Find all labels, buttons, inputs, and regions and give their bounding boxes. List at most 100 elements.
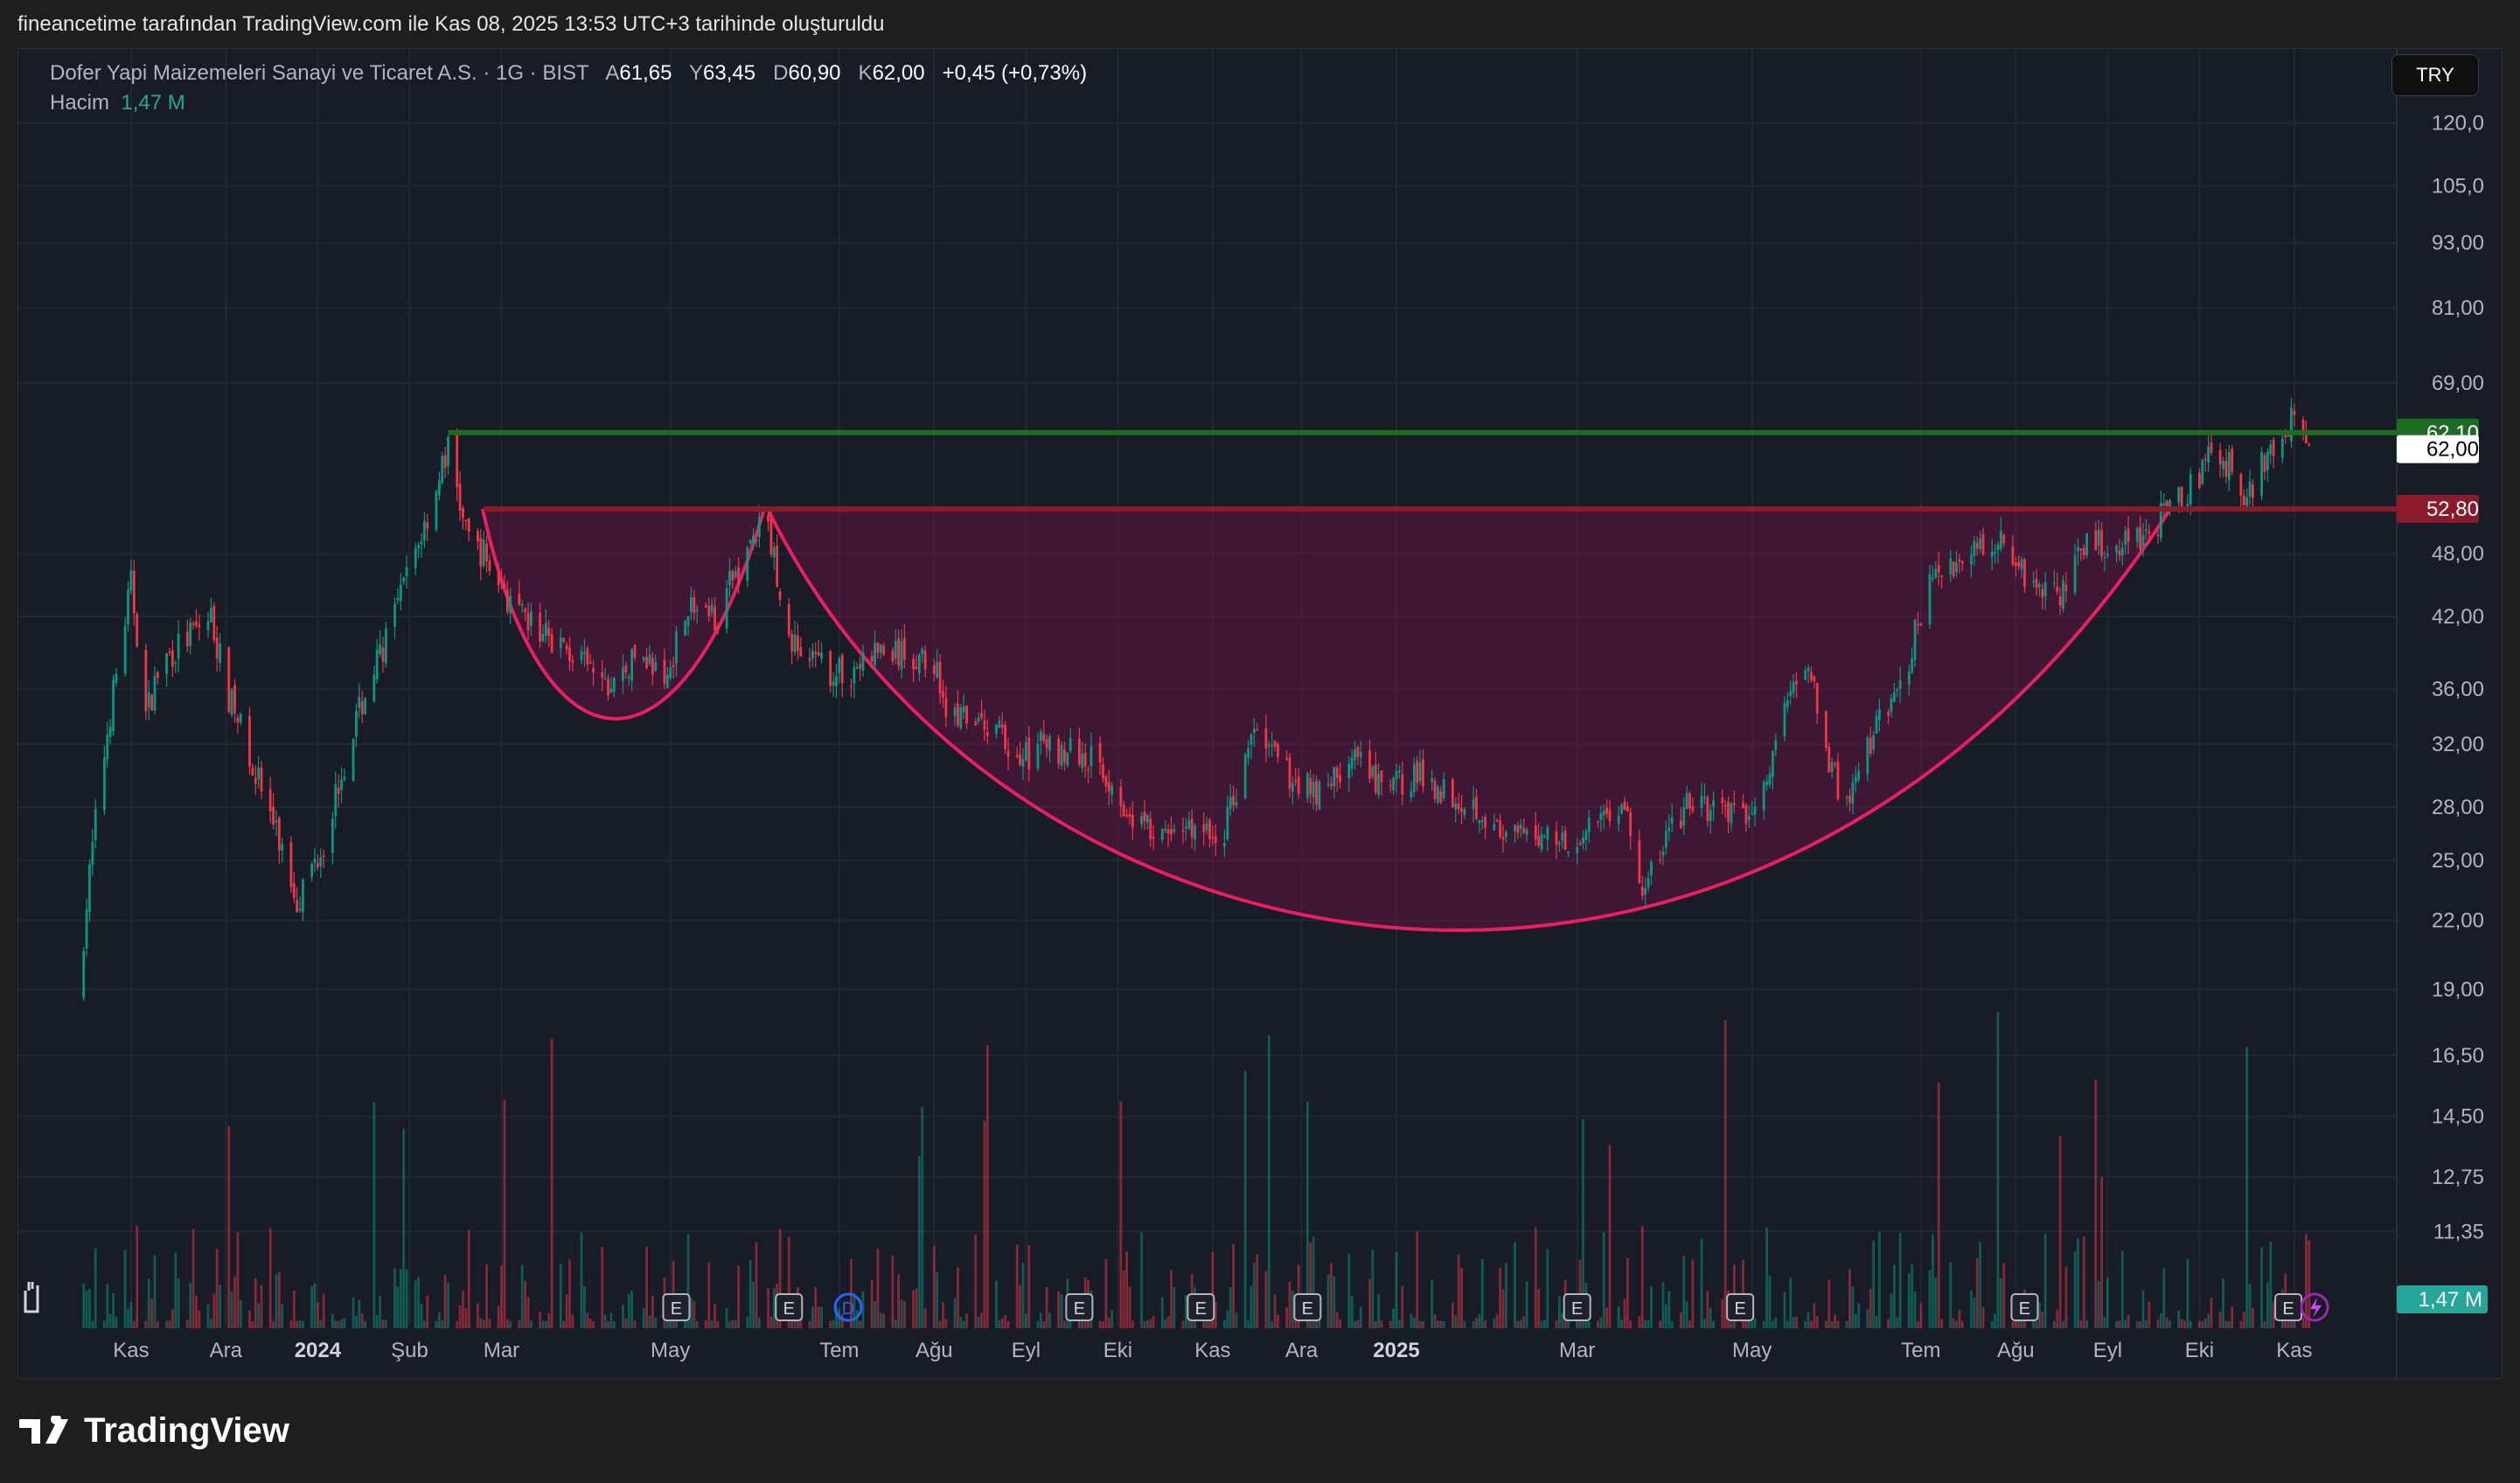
candle-body — [1472, 799, 1475, 809]
candle-body — [627, 676, 630, 679]
candle-body — [212, 606, 216, 640]
volume-bar — [2097, 1280, 2100, 1328]
candle-body — [2222, 460, 2224, 470]
candle-body — [310, 863, 314, 878]
candle-body — [298, 909, 302, 911]
volume-bar — [778, 1229, 782, 1328]
volume-bar — [296, 1320, 299, 1328]
candle-body — [1990, 551, 1994, 557]
volume-bar — [1288, 1281, 1291, 1328]
volume-bar — [399, 1269, 402, 1328]
time-tick-label: 2024 — [295, 1339, 342, 1362]
candle-body — [835, 676, 838, 686]
volume-bar — [627, 1294, 630, 1328]
candle-body — [1703, 797, 1706, 799]
volume-bar — [1000, 1318, 1004, 1328]
candle-body — [2287, 435, 2290, 437]
volume-bar — [147, 1278, 150, 1328]
volume-bar — [2156, 1319, 2160, 1328]
candle-body — [2115, 546, 2118, 553]
candle-body — [1848, 795, 1851, 803]
candle-body — [1723, 804, 1727, 807]
volume-bar — [861, 1291, 865, 1328]
candle-body — [663, 659, 666, 684]
volume-bar — [1418, 1320, 1422, 1328]
volume-bar — [2301, 1318, 2305, 1328]
volume-bar — [1104, 1259, 1108, 1328]
time-tick-label: Tem — [819, 1339, 859, 1362]
candle-body — [1813, 676, 1816, 682]
volume-bar — [1045, 1286, 1048, 1328]
price-tick-label: 16,50 — [2432, 1044, 2484, 1068]
candle-body — [322, 855, 325, 857]
candle-body — [106, 735, 109, 760]
volume-bar — [322, 1293, 325, 1328]
candle-body — [1576, 846, 1579, 853]
candle-body — [2043, 582, 2047, 596]
candle-body — [603, 678, 607, 679]
candle-body — [1981, 533, 1985, 555]
candle-body — [1706, 797, 1709, 821]
price-tick-label: 12,75 — [2432, 1166, 2484, 1189]
volume-bar — [2165, 1317, 2168, 1328]
time-tick-label: Ağu — [915, 1339, 953, 1362]
volume-bar — [734, 1320, 737, 1328]
candle-body — [334, 783, 338, 817]
candle-body — [1431, 778, 1434, 783]
volume-bar — [1454, 1315, 1458, 1328]
candle-body — [2272, 440, 2275, 456]
time-tick-label: Eki — [2185, 1339, 2214, 1362]
candle-body — [1727, 802, 1730, 822]
candle-body — [1857, 770, 1861, 780]
candle-body — [2135, 527, 2139, 542]
volume-bar — [1347, 1254, 1351, 1328]
candle-body — [2269, 444, 2273, 455]
volume-bar — [206, 1304, 210, 1328]
candle-body — [2198, 472, 2201, 489]
volume-bar — [268, 1228, 272, 1328]
volume-bar — [2293, 1320, 2296, 1328]
candle-body — [500, 581, 503, 583]
candle-body — [505, 590, 509, 612]
candle-body — [488, 560, 491, 571]
candle-body — [1975, 542, 1979, 549]
candle-body — [944, 698, 948, 717]
candle-body — [239, 714, 242, 723]
price-chart[interactable]: 120,0 105,0 93,00 81,00 69,00 48,00 42,00 36,00… — [18, 49, 2503, 1379]
candle-body — [1753, 806, 1757, 815]
candle-body — [1587, 817, 1591, 832]
volume-bar — [417, 1277, 421, 1328]
volume-bar — [1504, 1262, 1507, 1328]
candle-body — [1582, 837, 1584, 844]
volume-bar — [1057, 1291, 1061, 1328]
volume-bar — [912, 1290, 915, 1328]
candle-body — [420, 540, 423, 545]
candle-body — [980, 713, 983, 718]
volume-bar — [1751, 1320, 1754, 1328]
candle-body — [94, 808, 97, 840]
volume-bar — [1277, 1314, 1279, 1328]
candle-body — [953, 707, 957, 717]
hand-cursor-icon — [24, 1282, 39, 1313]
volume-bar — [1214, 1301, 1217, 1328]
last-volume-label: 1,47 M — [2419, 1288, 2482, 1312]
volume-bar — [1813, 1303, 1816, 1328]
candle-body — [1866, 737, 1869, 775]
candle-body — [2032, 581, 2036, 583]
candle-body — [1999, 530, 2002, 549]
candle-body — [1765, 782, 1769, 786]
volume-bar — [1597, 1320, 1599, 1328]
candle-body — [1350, 757, 1354, 769]
currency-button[interactable]: TRY — [2391, 54, 2479, 96]
candle-body — [248, 715, 251, 767]
volume-bar — [1350, 1296, 1354, 1328]
low-value: 60,90 — [788, 61, 841, 85]
volume-bar — [651, 1295, 654, 1328]
volume-bar — [1827, 1279, 1831, 1328]
candle-body — [870, 656, 874, 662]
price-tick-label: 93,00 — [2432, 232, 2484, 255]
candle-body — [1898, 679, 1902, 690]
candle-body — [2002, 534, 2006, 544]
tradingview-logo[interactable]: TradingView — [19, 1411, 289, 1451]
chart-panel[interactable]: 120,0 105,0 93,00 81,00 69,00 48,00 42,00 36,00… — [17, 48, 2503, 1379]
